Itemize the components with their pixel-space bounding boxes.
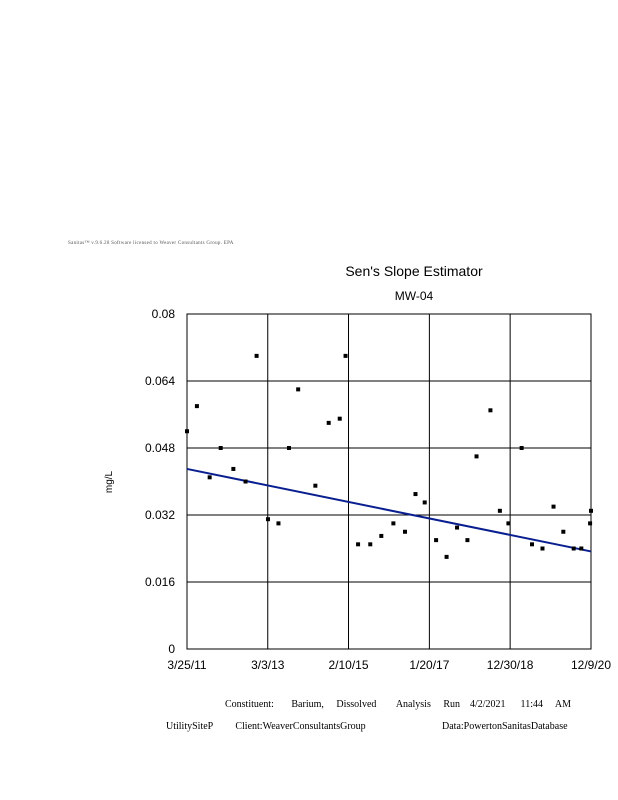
- x-tick-label: 1/20/17: [409, 658, 449, 672]
- y-tick-label: 0.08: [152, 307, 176, 321]
- data-point: [326, 420, 331, 425]
- data-point: [356, 542, 361, 547]
- software-banner: Sanitas™ v.9.6.28 Software licensed to W…: [68, 241, 234, 246]
- data-point: [551, 504, 556, 509]
- chart-title: Sen's Slope Estimator: [345, 263, 483, 279]
- data-point: [434, 538, 439, 543]
- x-tick-label: 3/3/13: [251, 658, 285, 672]
- data-point: [286, 446, 291, 450]
- x-tick-label: 12/30/18: [487, 658, 534, 672]
- data-point: [265, 517, 270, 522]
- data-point: [455, 525, 460, 530]
- data-point: [444, 554, 449, 559]
- data-point: [474, 454, 479, 459]
- data-point: [243, 479, 248, 484]
- y-tick-label: 0.048: [145, 441, 175, 455]
- data-point: [561, 529, 566, 534]
- data-point: [343, 353, 348, 358]
- data-point: [413, 492, 418, 497]
- data-point: [403, 529, 408, 534]
- sens-slope-trend-line: [186, 467, 592, 553]
- data-point: [254, 353, 259, 358]
- data-point: [589, 508, 593, 513]
- data-point: [368, 542, 373, 547]
- plot-frame: [186, 313, 592, 650]
- data-point: [194, 404, 199, 409]
- data-point: [296, 387, 301, 392]
- data-point: [231, 466, 236, 471]
- data-point: [588, 521, 593, 526]
- data-point: [185, 429, 189, 434]
- data-point: [540, 546, 545, 551]
- data-point: [379, 533, 384, 538]
- chart-subtitle: MW-04: [394, 289, 434, 303]
- y-tick-label: 0.032: [145, 508, 175, 522]
- footer-database: Data:PowertonSanitasDatabase: [442, 721, 568, 732]
- data-point: [530, 542, 535, 547]
- data-point: [579, 546, 584, 551]
- data-point: [391, 521, 396, 526]
- y-tick-label: 0.064: [145, 374, 175, 388]
- data-point: [488, 408, 493, 413]
- data-point: [207, 475, 212, 480]
- data-point: [497, 508, 502, 513]
- data-point: [218, 446, 223, 450]
- y-axis-label: mg/L: [104, 470, 115, 493]
- data-point: [313, 483, 318, 488]
- footer-constituent: Constituent: Barium, Dissolved Analysis …: [225, 699, 572, 710]
- data-point: [465, 538, 470, 543]
- data-point: [506, 521, 511, 526]
- data-point: [276, 521, 281, 526]
- data-point: [571, 546, 576, 551]
- x-tick-label: 3/25/11: [167, 658, 206, 672]
- x-tick-label: 12/9/20: [571, 658, 611, 672]
- y-tick-label: 0: [168, 642, 175, 656]
- y-tick-label: 0.016: [145, 575, 175, 589]
- data-point: [519, 446, 524, 450]
- data-point: [422, 500, 427, 505]
- data-point: [337, 416, 342, 421]
- x-tick-label: 2/10/15: [328, 658, 368, 672]
- footer-client: UtilitySiteP Client:WeaverConsultantsGro…: [166, 721, 366, 732]
